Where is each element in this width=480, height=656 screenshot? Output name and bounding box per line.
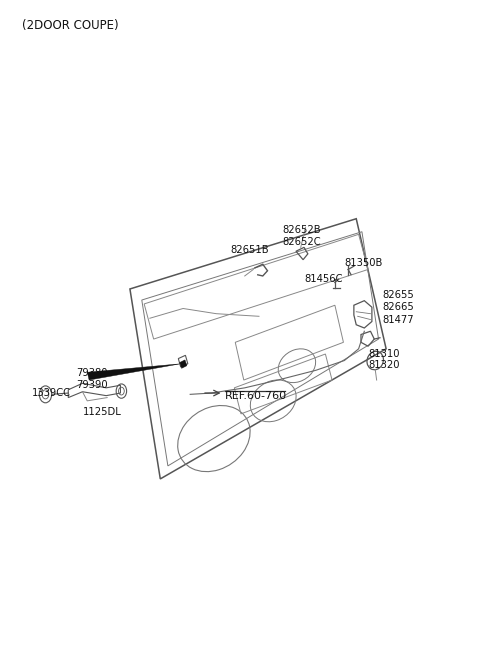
Text: REF.60-760: REF.60-760 bbox=[225, 391, 287, 401]
Text: 1125DL: 1125DL bbox=[83, 407, 121, 417]
Text: 81350B: 81350B bbox=[344, 258, 383, 268]
Text: 82655
82665: 82655 82665 bbox=[383, 290, 414, 312]
Text: 79380
79390: 79380 79390 bbox=[76, 368, 108, 390]
Text: 1339CC: 1339CC bbox=[32, 388, 71, 398]
Text: 81477: 81477 bbox=[383, 315, 414, 325]
Polygon shape bbox=[87, 364, 180, 380]
Polygon shape bbox=[180, 360, 187, 368]
Text: 82651B: 82651B bbox=[230, 245, 269, 255]
Text: 82652B
82652C: 82652B 82652C bbox=[283, 225, 321, 247]
Text: (2DOOR COUPE): (2DOOR COUPE) bbox=[22, 19, 119, 32]
Text: 81456C: 81456C bbox=[304, 274, 343, 284]
Text: 81310
81320: 81310 81320 bbox=[368, 349, 399, 371]
